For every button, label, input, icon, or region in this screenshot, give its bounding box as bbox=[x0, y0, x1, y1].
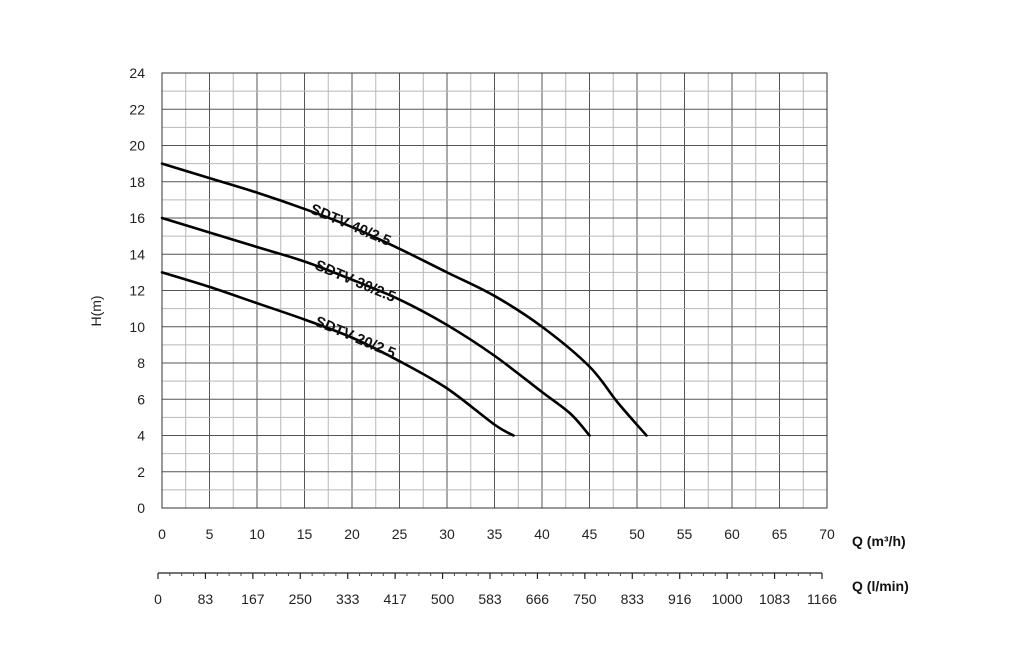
x-tick-label: 55 bbox=[677, 526, 693, 542]
y-tick-label: 16 bbox=[129, 210, 145, 226]
x-tick-label: 15 bbox=[297, 526, 313, 542]
plot-grid bbox=[161, 72, 828, 509]
x-tick-label: 5 bbox=[206, 526, 214, 542]
x-tick-label: 25 bbox=[392, 526, 408, 542]
x-tick-label: 0 bbox=[158, 526, 166, 542]
x-tick-label: 45 bbox=[582, 526, 598, 542]
y-tick-label: 6 bbox=[137, 391, 145, 407]
y-tick-label: 18 bbox=[129, 174, 145, 190]
curve-labels: SDTV 40/2.5 SDTV 30/2.5 SDTV 20/2.5 bbox=[308, 201, 398, 363]
x2-tick-label: 666 bbox=[526, 591, 550, 607]
x2-tick-label: 417 bbox=[383, 591, 407, 607]
y-tick-label: 12 bbox=[129, 283, 145, 299]
x2-tick-label: 1000 bbox=[712, 591, 743, 607]
x2-tick-label: 333 bbox=[336, 591, 360, 607]
pump-curve-line bbox=[160, 271, 515, 437]
y-tick-label: 4 bbox=[137, 428, 145, 444]
y-tick-label: 24 bbox=[129, 65, 145, 81]
x2-tick-label: 916 bbox=[668, 591, 692, 607]
x2-tick-label: 583 bbox=[478, 591, 502, 607]
x2-tick-label: 1083 bbox=[759, 591, 790, 607]
x2-tick-label: 1166 bbox=[807, 591, 837, 607]
x2-tick-label: 500 bbox=[431, 591, 455, 607]
y-tick-label: 0 bbox=[137, 500, 145, 516]
x2-tick-label: 0 bbox=[154, 591, 162, 607]
y-tick-label: 22 bbox=[129, 101, 145, 117]
y-tick-label: 20 bbox=[129, 138, 145, 154]
y-tick-label: 8 bbox=[137, 355, 145, 371]
x-tick-label: 20 bbox=[344, 526, 360, 542]
curve-label: SDTV 30/2.5 bbox=[312, 257, 398, 306]
y-tick-label: 10 bbox=[129, 319, 145, 335]
y-tick-label: 14 bbox=[129, 246, 145, 262]
x-tick-label: 40 bbox=[534, 526, 550, 542]
x2-tick-label: 250 bbox=[289, 591, 313, 607]
x-tick-label: 30 bbox=[439, 526, 455, 542]
x-tick-label: 65 bbox=[772, 526, 788, 542]
x-axis-label-lmin: Q (l/min) bbox=[852, 578, 909, 594]
y-axis-label: H(m) bbox=[88, 295, 104, 326]
x2-tick-label: 750 bbox=[573, 591, 597, 607]
plot-frame bbox=[161, 72, 828, 509]
x-tick-label: 70 bbox=[819, 526, 835, 542]
pump-curve-line bbox=[160, 216, 591, 437]
x-tick-label: 35 bbox=[487, 526, 503, 542]
x2-tick-label: 833 bbox=[621, 591, 645, 607]
x-axis-label-m3h: Q (m³/h) bbox=[852, 533, 906, 549]
x-tick-label: 10 bbox=[249, 526, 265, 542]
x-tick-label: 60 bbox=[724, 526, 740, 542]
x-axis-ticks-m3h: 0 5 10 15 20 25 30 35 40 45 50 55 60 65 70 bbox=[158, 526, 835, 542]
x-tick-label: 50 bbox=[629, 526, 645, 542]
x-axis-lmin: 0 83 167 250 333 417 500 583 666 750 833 916 1000 108… bbox=[154, 572, 837, 607]
x2-tick-label: 83 bbox=[198, 591, 214, 607]
curve-label: SDTV 40/2.5 bbox=[308, 201, 394, 250]
pump-curves bbox=[160, 162, 648, 437]
curve-label: SDTV 20/2.5 bbox=[312, 313, 398, 362]
y-tick-label: 2 bbox=[137, 464, 145, 480]
x2-tick-label: 167 bbox=[241, 591, 265, 607]
pump-curve-line bbox=[160, 162, 648, 437]
